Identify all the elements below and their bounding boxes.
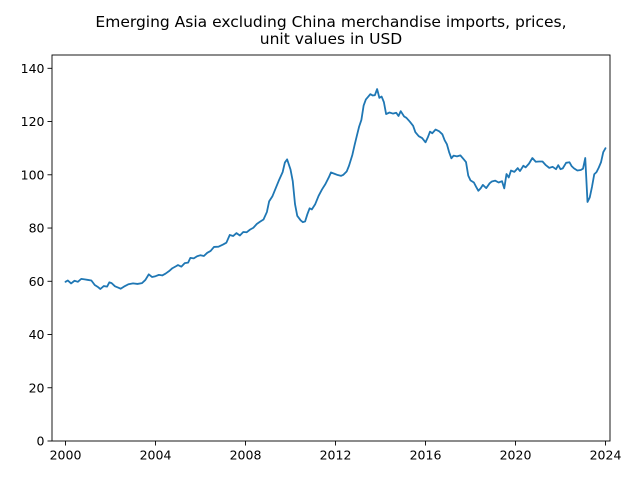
y-tick-label: 60 bbox=[29, 274, 45, 289]
x-tick-label: 2000 bbox=[50, 448, 82, 463]
y-axis: 0 20 40 60 80 100 120 140 bbox=[21, 61, 52, 449]
x-tick-label: 2016 bbox=[410, 448, 442, 463]
y-tick-label: 20 bbox=[29, 380, 45, 395]
x-tick-label: 2020 bbox=[500, 448, 532, 463]
x-tick-label: 2012 bbox=[320, 448, 352, 463]
y-tick-label: 0 bbox=[37, 434, 45, 449]
x-tick-label: 2008 bbox=[230, 448, 262, 463]
chart-title-line-2: unit values in USD bbox=[260, 30, 403, 48]
y-tick-label: 100 bbox=[21, 167, 45, 182]
x-axis: 2000 2004 2008 2012 2016 2020 2024 bbox=[50, 441, 622, 463]
plot-area-frame bbox=[51, 54, 611, 442]
y-tick-label: 140 bbox=[21, 61, 45, 76]
y-tick-label: 80 bbox=[29, 221, 45, 236]
series-line bbox=[64, 88, 607, 290]
y-tick-label: 120 bbox=[21, 114, 45, 129]
x-tick-label: 2004 bbox=[140, 448, 172, 463]
chart-title-line-1: Emerging Asia excluding China merchandis… bbox=[95, 13, 566, 31]
y-tick-label: 40 bbox=[29, 327, 45, 342]
x-tick-label: 2024 bbox=[590, 448, 622, 463]
